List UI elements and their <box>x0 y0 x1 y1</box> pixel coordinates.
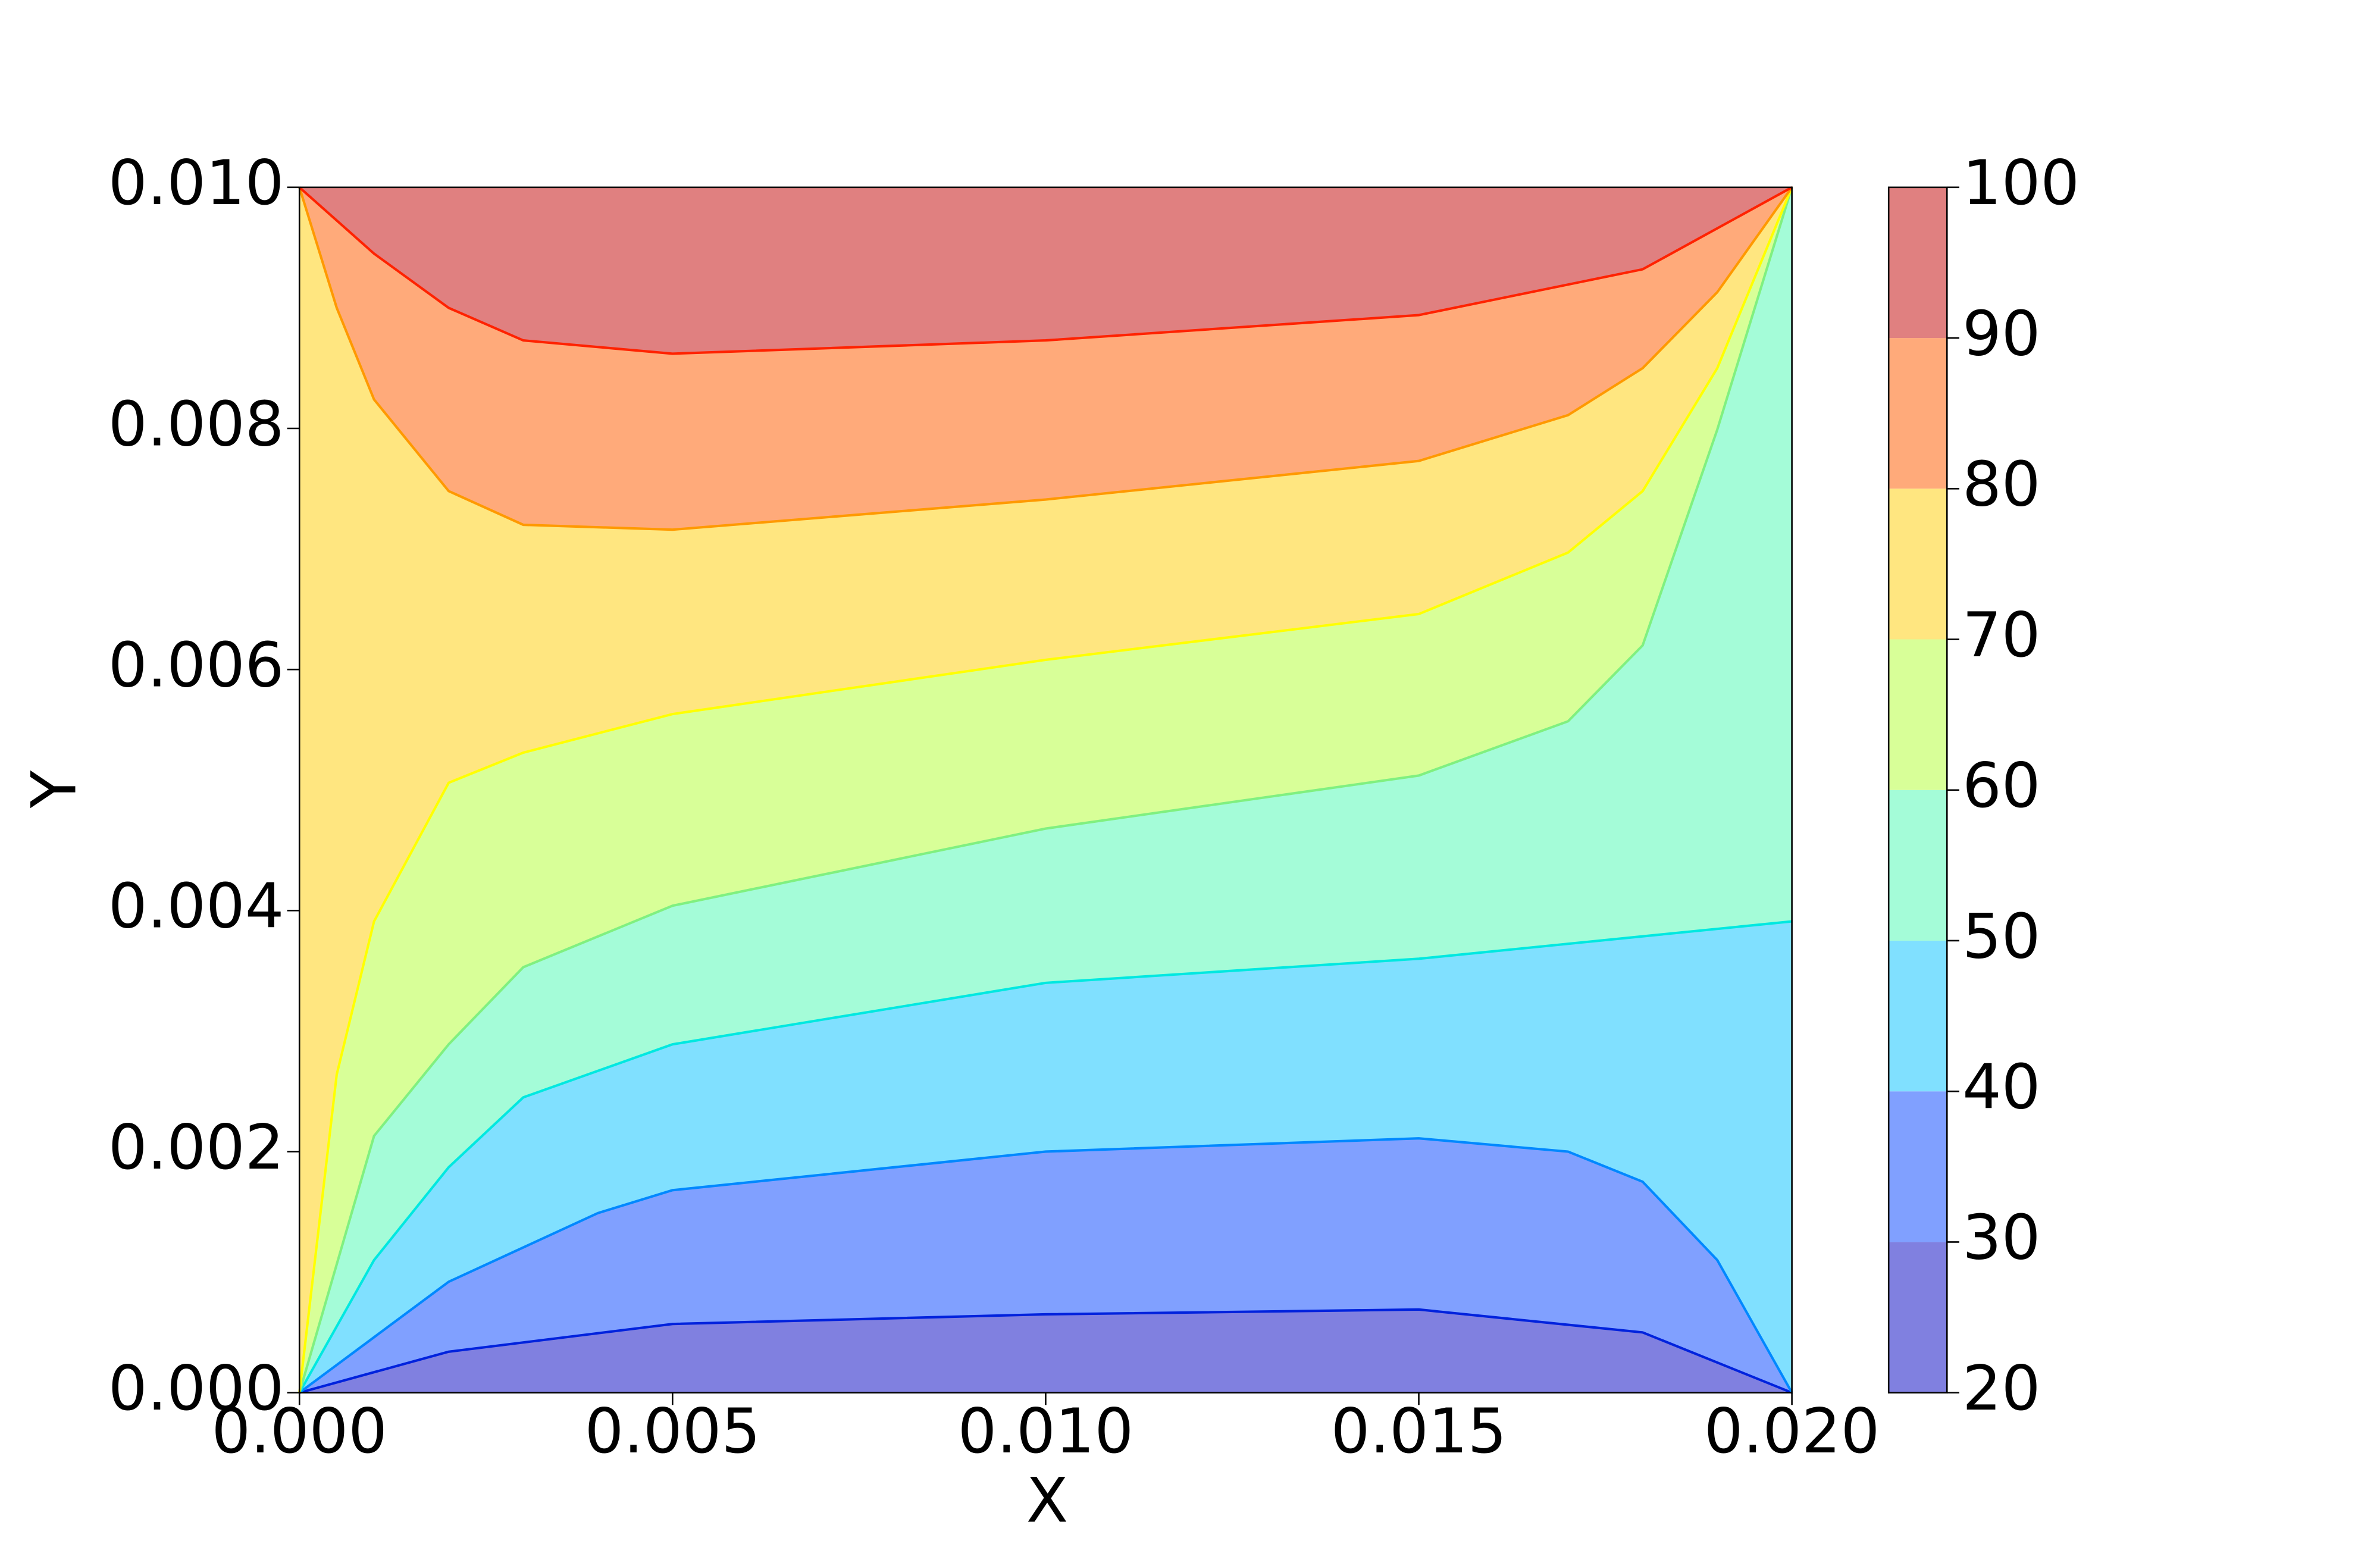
colorbar-tick-label: 40 <box>1962 1052 2040 1123</box>
contour-line <box>299 1308 1793 1394</box>
colorbar-band <box>1889 338 1947 489</box>
contour-line <box>298 186 1793 531</box>
colorbar-tick-label: 50 <box>1962 901 2040 972</box>
colorbar-band <box>1889 1091 1947 1242</box>
x-tick-label: 0.005 <box>585 1396 761 1467</box>
x-tick-label: 0.010 <box>958 1396 1134 1467</box>
colorbar-tick-label: 20 <box>1962 1353 2040 1424</box>
contour-line <box>298 920 1792 1393</box>
x-tick-label: 0.020 <box>1704 1396 1880 1467</box>
colorbar-band <box>1889 187 1947 339</box>
y-axis-label: Y <box>18 770 90 809</box>
y-tick-label: 0.004 <box>108 871 284 942</box>
colorbar-band <box>1889 488 1947 640</box>
contour-line <box>298 187 1793 1393</box>
contour-line <box>298 1137 1793 1394</box>
y-tick-label: 0.010 <box>108 148 284 219</box>
x-tick-label: 0.000 <box>211 1396 387 1467</box>
y-tick-label: 0.006 <box>108 630 284 701</box>
colorbar-tick-label: 90 <box>1962 298 2040 369</box>
contour-line <box>298 186 1793 355</box>
x-axis-label: X <box>1026 1465 1069 1536</box>
x-tick-label: 0.015 <box>1331 1396 1507 1467</box>
y-tick-label: 0.008 <box>108 389 284 460</box>
colorbar-band <box>1889 1242 1947 1393</box>
colorbar-tick-label: 80 <box>1962 449 2040 521</box>
colorbar-band <box>1889 940 1947 1092</box>
contour-fill <box>299 187 1792 354</box>
y-tick-label: 0.002 <box>108 1112 284 1183</box>
y-tick-label: 0.000 <box>108 1353 284 1424</box>
contour-line <box>298 187 1793 1393</box>
colorbar-tick-label: 70 <box>1962 600 2040 671</box>
colorbar-tick-label: 30 <box>1962 1202 2040 1274</box>
colorbar-band <box>1889 639 1947 790</box>
colorbar-band <box>1889 790 1947 941</box>
colorbar-tick-label: 100 <box>1962 148 2080 219</box>
colorbar-tick-label: 60 <box>1962 750 2040 822</box>
